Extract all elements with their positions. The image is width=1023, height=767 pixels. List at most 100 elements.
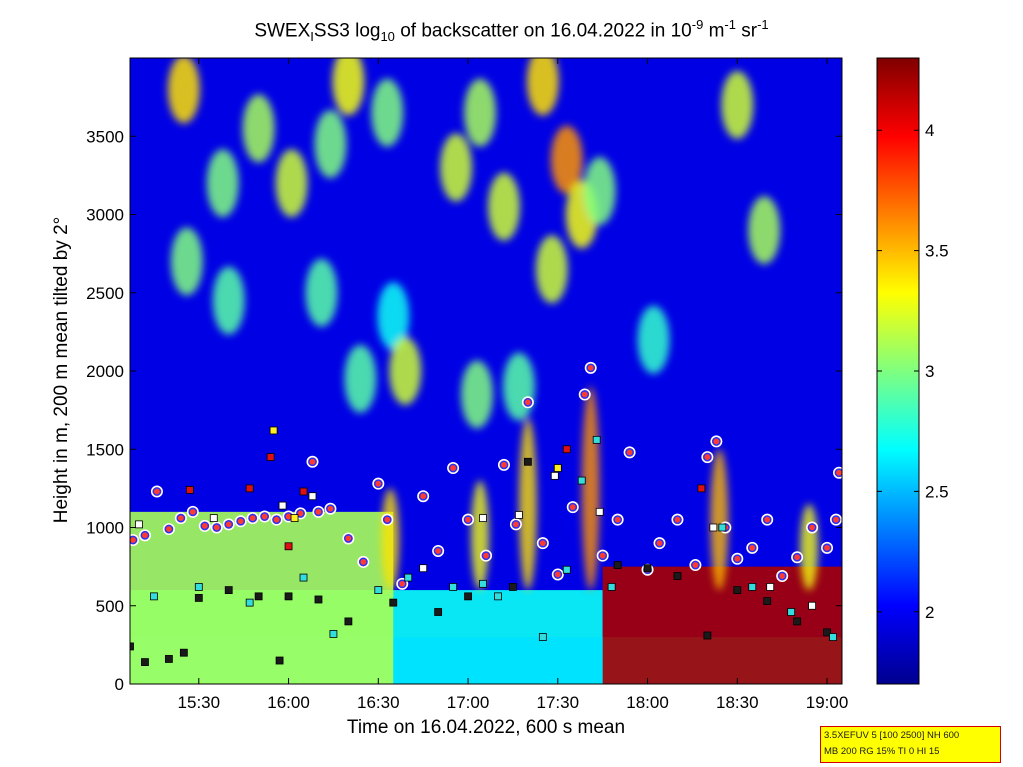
colorbar-tick-label-4: 4 [925, 121, 934, 140]
cloud-base-circles-ring-34 [580, 390, 590, 399]
cloud-patch-25 [637, 305, 670, 374]
layer-top-white-squares-9 [709, 523, 718, 532]
cloud-base-circles-ring-18 [344, 534, 353, 543]
cloud-base-circles-ring-26 [463, 515, 473, 524]
cloud-patch-11 [550, 125, 583, 194]
cloud-patch-1 [206, 149, 239, 218]
layer-top-cyan-squares-2 [245, 598, 254, 607]
cloud-base-circles-ring-25 [448, 463, 458, 473]
layer-top-cyan-squares-17 [787, 608, 796, 616]
cloud-base-circles-ring-38 [625, 448, 634, 457]
layer-top-yellow-squares-0 [269, 426, 278, 435]
cloud-patch-22 [461, 360, 494, 429]
cloud-patch-9 [487, 172, 520, 241]
layer-top-dark-squares-4 [194, 594, 203, 602]
cloud-base-circles-ring-41 [673, 515, 682, 524]
layer-top-dark-squares-10 [344, 617, 353, 626]
layer-top-white-squares-2 [278, 501, 287, 510]
cloud-base-circles-ring-8 [224, 520, 234, 529]
layer-top-cyan-squares-5 [374, 586, 383, 594]
cloud-base-circles-ring-30 [523, 397, 533, 407]
cloud-base-circles-ring-23 [418, 491, 428, 501]
cloud-base-circles-ring-3 [164, 524, 174, 534]
x-tick-label-6: 18:30 [716, 693, 759, 712]
y-axis-label: Height in m, 200 m mean tilted by 2° [51, 216, 72, 524]
y-tick-label-2: 1000 [86, 519, 124, 538]
layer-top-dark-squares-7 [275, 656, 284, 665]
layer-top-cyan-squares-8 [479, 579, 487, 588]
cloud-base-circles-ring-2 [152, 487, 162, 496]
cloud-base-circles-ring-15 [308, 457, 317, 467]
cloud-base-circles-ring-20 [374, 479, 383, 488]
layer-top-white-squares-6 [515, 511, 523, 519]
layer-top-white-squares-1 [209, 514, 218, 523]
cloud-patch-18 [305, 258, 338, 327]
layer-top-cyan-squares-13 [592, 435, 601, 444]
layer-top-red-squares-0 [185, 486, 194, 494]
cloud-base-circles-ring-54 [834, 468, 842, 478]
info-line-2: MB 200 RG 15% TI 0 HI 15 [824, 746, 940, 757]
layer-top-red-squares-6 [697, 484, 706, 493]
cloud-base-circles-ring-12 [272, 515, 281, 524]
cloud-base-circles-ring-14 [296, 509, 305, 518]
layer-top-cyan-squares-1 [194, 583, 203, 591]
x-tick-label-3: 17:00 [447, 693, 490, 712]
cloud-base-circles-ring-29 [511, 520, 521, 529]
cloud-base-circles-ring-27 [481, 551, 491, 560]
layer-top-dark-squares-20 [733, 586, 742, 594]
cloud-patch-15 [748, 196, 781, 265]
cloud-patch-10 [526, 58, 559, 116]
layer-top-dark-squares-11 [389, 598, 398, 607]
colorbar-tick-label-0: 2 [925, 603, 934, 622]
layer-top-dark-squares-3 [179, 648, 188, 657]
cloud-patch-4 [314, 110, 347, 179]
y-tick-label-6: 3000 [86, 206, 124, 225]
layer-top-dark-squares-6 [254, 592, 263, 601]
layer-top-dark-squares-13 [464, 592, 472, 601]
layer-top-cyan-squares-18 [829, 633, 837, 641]
plume-5 [800, 504, 819, 591]
colorbar-tick-label-2: 3 [925, 362, 934, 381]
colorbar-gradient [876, 57, 920, 685]
y-tick-label-0: 0 [115, 675, 124, 694]
x-tick-label-2: 16:30 [357, 693, 400, 712]
cloud-base-circles-ring-17 [326, 504, 335, 514]
cloud-base-circles-ring-5 [188, 507, 198, 517]
cloud-patch-8 [464, 78, 497, 147]
cloud-base-circles-ring-21 [382, 515, 392, 524]
y-tick-label-1: 500 [96, 597, 124, 616]
layer-top-red-squares-4 [299, 487, 308, 496]
layer-top-cyan-squares-15 [718, 523, 727, 532]
layer-top-white-squares-5 [479, 514, 487, 523]
layer-top-cyan-squares-9 [494, 592, 502, 601]
cloud-base-circles-ring-28 [499, 460, 509, 470]
cloud-patch-14 [721, 70, 754, 139]
layer-top-red-squares-5 [562, 445, 571, 454]
cloud-base-circles-ring-1 [140, 531, 150, 540]
cloud-base-circles-ring-51 [807, 523, 817, 532]
cloud-base-circles-ring-40 [655, 538, 664, 548]
cloud-base-circles-ring-31 [538, 538, 548, 548]
cloud-base-circles-ring-7 [212, 523, 222, 532]
layer-top-dark-squares-22 [793, 617, 802, 626]
y-tick-label-3: 1500 [86, 440, 124, 459]
layer-top-white-squares-10 [766, 583, 775, 591]
layer-top-white-squares-8 [595, 507, 604, 516]
layer-residual-aerosol-layer [602, 566, 842, 684]
layer-top-red-squares-2 [266, 453, 275, 461]
cloud-base-circles-ring-10 [248, 513, 257, 523]
cloud-base-circles-ring-48 [762, 515, 772, 524]
layer-top-cyan-squares-16 [748, 583, 757, 591]
chart-title: SWEXISS3 log10 of backscatter on 16.04.2… [254, 17, 769, 45]
layer-top-dark-squares-21 [763, 597, 772, 605]
cloud-base-circles-ring-9 [236, 516, 245, 526]
cloud-base-circles-ring-49 [777, 571, 787, 581]
cloud-base-circles-ring-43 [703, 452, 712, 462]
plot-area [129, 57, 843, 685]
cloud-patch-19 [377, 282, 410, 351]
cloud-patch-23 [502, 352, 535, 421]
cloud-base-circles-ring-24 [433, 546, 443, 556]
layer-top-dark-squares-2 [164, 655, 173, 663]
y-axis: 0 500 1000 1500 2000 2500 3000 3500 [86, 127, 842, 694]
cloud-base-circles-ring-52 [822, 543, 832, 553]
